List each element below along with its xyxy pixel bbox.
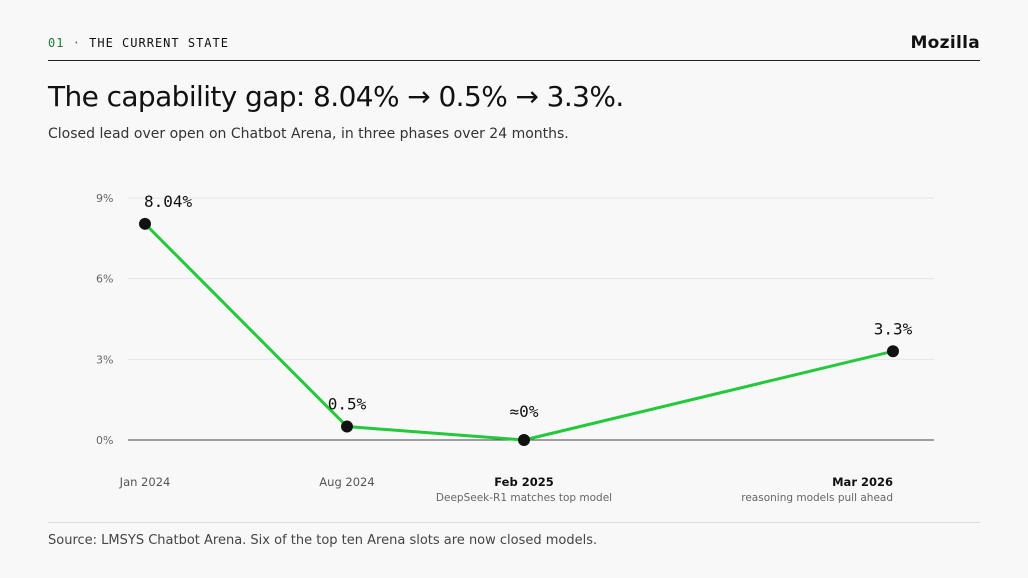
series-line	[143, 222, 895, 442]
page-subtitle: Closed lead over open on Chatbot Arena, …	[48, 126, 569, 142]
y-tick-label: 6%	[96, 273, 113, 286]
section-separator: ·	[72, 36, 81, 50]
data-label: 3.3%	[874, 319, 913, 338]
data-label: 8.04%	[144, 192, 193, 211]
data-point	[341, 420, 353, 433]
section-label: 01 · THE CURRENT STATE	[48, 36, 229, 50]
x-annotation: reasoning models pull ahead	[741, 492, 893, 504]
source-note: Source: LMSYS Chatbot Arena. Six of the …	[48, 533, 598, 548]
data-point	[518, 434, 530, 446]
page-title: The capability gap: 8.04% → 0.5% → 3.3%.	[48, 80, 624, 113]
y-tick-label: 0%	[96, 434, 113, 447]
brand-logo: Mozilla	[910, 33, 980, 53]
data-point	[887, 345, 899, 358]
header-bar: 01 · THE CURRENT STATE Mozilla	[48, 33, 980, 61]
x-tick-label: Mar 2026	[832, 475, 893, 489]
y-tick-label: 3%	[96, 353, 113, 366]
footer-divider	[48, 522, 980, 523]
x-tick-label: Aug 2024	[319, 475, 374, 489]
x-tick-label: Jan 2024	[119, 475, 171, 489]
section-title: THE CURRENT STATE	[89, 36, 229, 50]
data-point	[139, 217, 151, 230]
y-tick-label: 9%	[96, 192, 113, 205]
x-annotation: DeepSeek-R1 matches top model	[436, 492, 612, 504]
section-number: 01	[48, 36, 65, 50]
data-label: 0.5%	[328, 395, 367, 414]
data-label: ≈0%	[510, 402, 539, 421]
x-tick-label: Feb 2025	[494, 475, 553, 489]
